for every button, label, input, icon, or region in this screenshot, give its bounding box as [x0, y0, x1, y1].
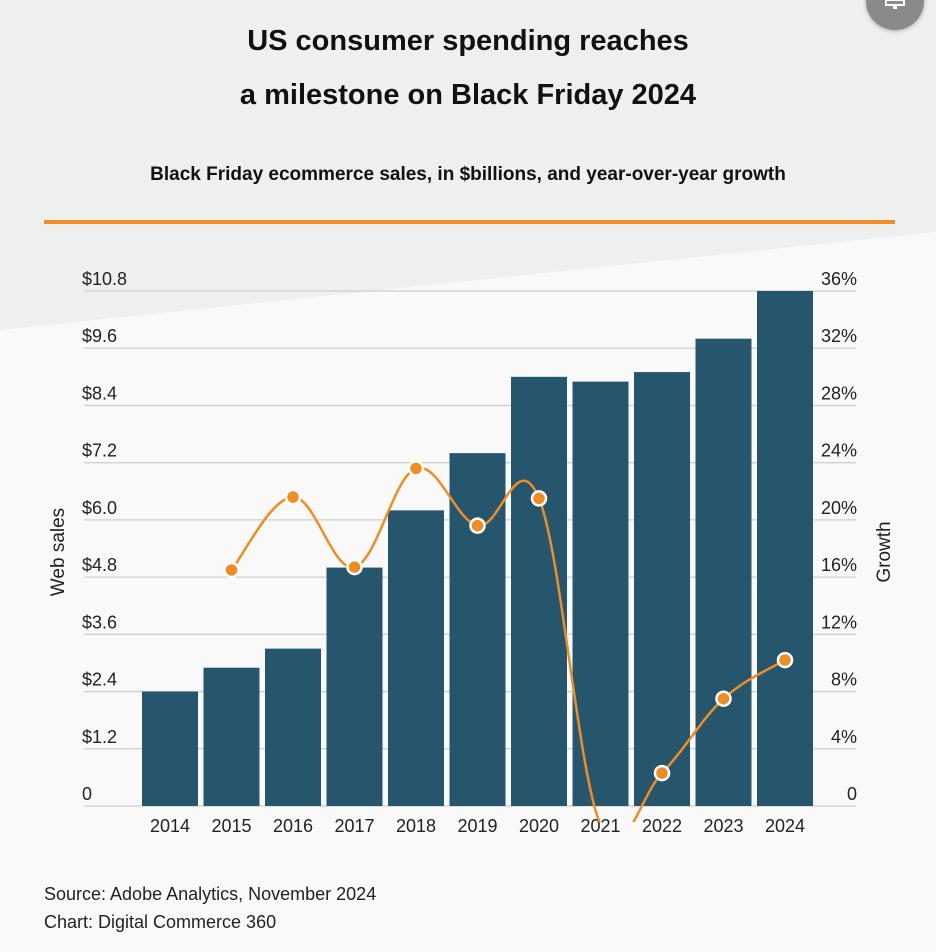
y-tick-label: $6.0	[82, 498, 117, 518]
bar-2022	[634, 372, 690, 806]
y2-tick-label: 8%	[831, 670, 857, 690]
growth-point-2016	[284, 488, 302, 506]
x-tick-label: 2014	[150, 816, 190, 836]
x-tick-label: 2024	[765, 816, 805, 836]
bar-2014	[142, 691, 198, 806]
y-tick-label: $10.8	[82, 269, 127, 289]
y2-tick-label: 20%	[821, 498, 857, 518]
bar-2019	[449, 453, 506, 806]
growth-point-2018	[407, 460, 425, 477]
x-tick-label: 2016	[273, 816, 313, 836]
chart-area: 0 0 $1.2 4% $2.4 8% $3.6 12% $4.8 16% $6.0 20% $7.2 2…	[48, 269, 895, 836]
y-tick-label: $7.2	[82, 441, 117, 461]
monitor-icon	[885, 0, 905, 9]
bar-2018	[388, 510, 444, 806]
bar-2024	[757, 291, 813, 806]
y-tick-label: $1.2	[82, 727, 117, 747]
y2-tick-label: 36%	[821, 269, 857, 289]
credit-text: Chart: Digital Commerce 360	[44, 912, 277, 932]
growth-point-2020	[530, 490, 548, 507]
accent-divider	[44, 220, 895, 224]
x-tick-label: 2019	[457, 816, 497, 836]
y-tick-label: $3.6	[82, 612, 117, 632]
bar-2016	[265, 648, 321, 806]
title-line-2: a milestone on Black Friday 2024	[239, 79, 697, 111]
bar-2023	[695, 338, 752, 806]
y2-tick-label: 4%	[831, 727, 857, 747]
y-tick-label: $2.4	[82, 670, 117, 690]
y-tick-label: $4.8	[82, 555, 117, 575]
bar-2021	[572, 381, 629, 806]
growth-point-2024	[776, 651, 794, 669]
y2-tick-label: 0	[847, 784, 857, 804]
chart-subtitle: Black Friday ecommerce sales, in $billio…	[150, 164, 786, 185]
x-tick-label: 2017	[334, 816, 374, 836]
growth-point-2019	[469, 517, 486, 534]
growth-point-2015	[223, 561, 240, 579]
title-line-1: US consumer spending reaches	[247, 25, 689, 57]
x-tick-label: 2023	[703, 816, 743, 836]
growth-point-2023	[715, 690, 732, 707]
y-tick-label: $9.6	[82, 326, 117, 346]
source-notes: Source: Adobe Analytics, November 2024 C…	[44, 880, 376, 936]
y2-tick-label: 24%	[821, 441, 857, 461]
x-tick-label: 2018	[396, 816, 436, 836]
y-tick-label: 0	[82, 784, 92, 804]
bar-2015	[203, 667, 260, 806]
x-tick-label: 2015	[211, 816, 251, 836]
bar-2017	[326, 567, 383, 806]
y-tick-label: $8.4	[82, 383, 117, 403]
x-tick-label: 2022	[642, 816, 682, 836]
x-tick-label: 2020	[519, 816, 559, 836]
y-axis-title: Web sales	[48, 508, 69, 596]
y2-tick-label: 32%	[821, 326, 857, 346]
growth-point-2017	[346, 558, 363, 576]
y2-axis-title: Growth	[874, 521, 895, 582]
chart-title: US consumer spending reaches a milestone…	[0, 14, 936, 122]
bar-2020	[511, 376, 567, 806]
y2-tick-label: 12%	[821, 612, 857, 632]
x-tick-label: 2021	[580, 816, 620, 836]
source-text: Source: Adobe Analytics, November 2024	[44, 884, 377, 904]
growth-point-2022	[653, 764, 671, 782]
y2-tick-label: 28%	[821, 383, 857, 403]
y2-tick-label: 16%	[821, 555, 857, 575]
